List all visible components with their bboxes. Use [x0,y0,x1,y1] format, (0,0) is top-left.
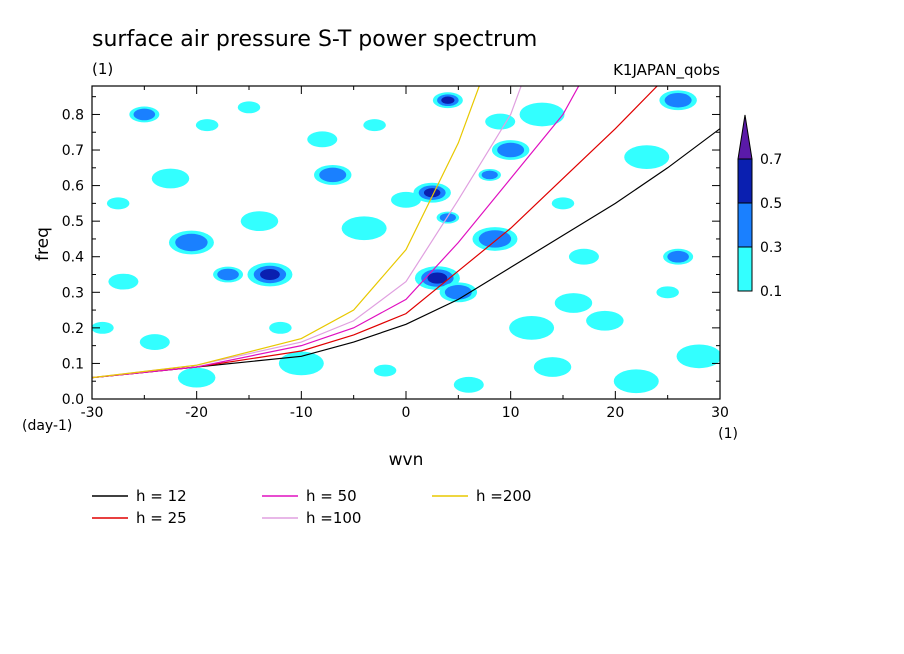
contour-blob [391,191,421,208]
contour-blob [441,96,455,104]
y-tick-label: 0.7 [62,143,84,159]
contour-blob [533,357,572,377]
contour-blob [177,367,216,388]
colorbar-segment [737,246,753,292]
legend-label: h = 12 [136,487,187,505]
contour-blob [453,376,484,393]
contour-blob [139,334,170,351]
contour-blob [613,369,659,394]
contour-layer [92,90,720,394]
curve-100 [92,86,522,379]
contour-blob [175,233,208,252]
contour-blob [586,310,624,331]
x-tick-label: 30 [711,405,729,421]
x-tick-label: -20 [185,405,208,421]
y-tick-label: 0.3 [62,285,84,301]
contour-blob [133,108,156,121]
contour-blob [423,188,441,198]
chart-title: surface air pressure S-T power spectrum [92,27,537,52]
contour-blob [363,119,386,132]
contour-blob [307,131,338,148]
colorbar-label: 0.5 [760,196,782,212]
colorbar-segment [737,158,753,204]
contour-blob [106,197,130,210]
contour-blob [444,285,472,300]
contour-blob [485,113,516,130]
chart-subtitle-left: (1) [92,60,113,78]
contour-blob [237,101,261,114]
y-tick-label: 0.1 [62,356,84,372]
contour-blob [439,213,456,222]
contour-blob [269,321,292,334]
legend-label: h = 50 [306,487,357,505]
legend: h = 12 h = 25 h = 50 h =100 h =200 [92,487,531,527]
y-tick-label: 0.8 [62,107,84,123]
x-tick-label: -10 [290,405,313,421]
chart-subtitle-right: K1JAPAN_qobs [613,61,720,80]
x-tick-label: -30 [81,405,104,421]
colorbar-label: 0.3 [760,240,782,256]
legend-label: h =100 [306,509,361,527]
contour-blob [667,250,689,263]
x-unit-label: (1) [718,426,738,442]
contour-blob [624,145,670,170]
contour-blob [151,168,190,189]
curve-12 [92,128,720,379]
colorbar-label: 0.7 [760,152,782,168]
y-tick-label: 0.4 [62,250,84,266]
contour-blob [260,268,280,281]
y-tick-label: 0.5 [62,214,84,230]
y-tick-label: 0.6 [62,179,84,195]
contour-blob [341,216,387,241]
contour-blob [656,286,679,299]
contour-blob [554,293,593,313]
contour-blob [278,351,324,376]
curve-50 [92,86,580,379]
curve-200 [92,86,480,379]
contour-blob [676,344,720,369]
y-tick-label: 0.2 [62,321,84,337]
x-tick-label: 20 [606,405,624,421]
contour-blob [478,230,512,248]
contour-blob [217,268,239,281]
x-tick-label: 10 [502,405,520,421]
contour-blob [195,119,219,132]
contour-blob [551,197,575,210]
contour-blob [319,167,347,183]
x-axis-label: wvn [389,450,424,470]
colorbar: 0.1 0.3 0.5 0.7 [737,114,782,300]
y-axis-label: freq [33,227,53,261]
dispersion-curves [92,86,720,379]
axis-ticks: -30 -20 -10 0 10 20 30 0.0 0.1 0.2 0.3 0.4 0.5 0.6 0.7… [62,86,729,421]
legend-label: h =200 [476,487,531,505]
legend-label: h = 25 [136,509,187,527]
y-tick-label: 0.0 [62,392,84,408]
contour-blob [568,248,599,265]
colorbar-extend-arrow [737,114,753,160]
x-tick-label: 0 [402,405,411,421]
contour-blob [92,321,114,334]
contour-blob [664,92,692,108]
contour-blob [497,142,525,158]
contour-blob [373,364,397,377]
contour-blob [519,102,565,127]
contour-blob [240,211,279,232]
contour-blob [509,315,555,340]
contour-blob [108,273,139,290]
colorbar-segment [737,202,753,248]
contour-blob [481,170,498,180]
colorbar-label: 0.1 [760,284,782,300]
y-unit-label: (day-1) [22,418,72,434]
curve-25 [92,86,658,379]
contour-blob [427,272,448,284]
